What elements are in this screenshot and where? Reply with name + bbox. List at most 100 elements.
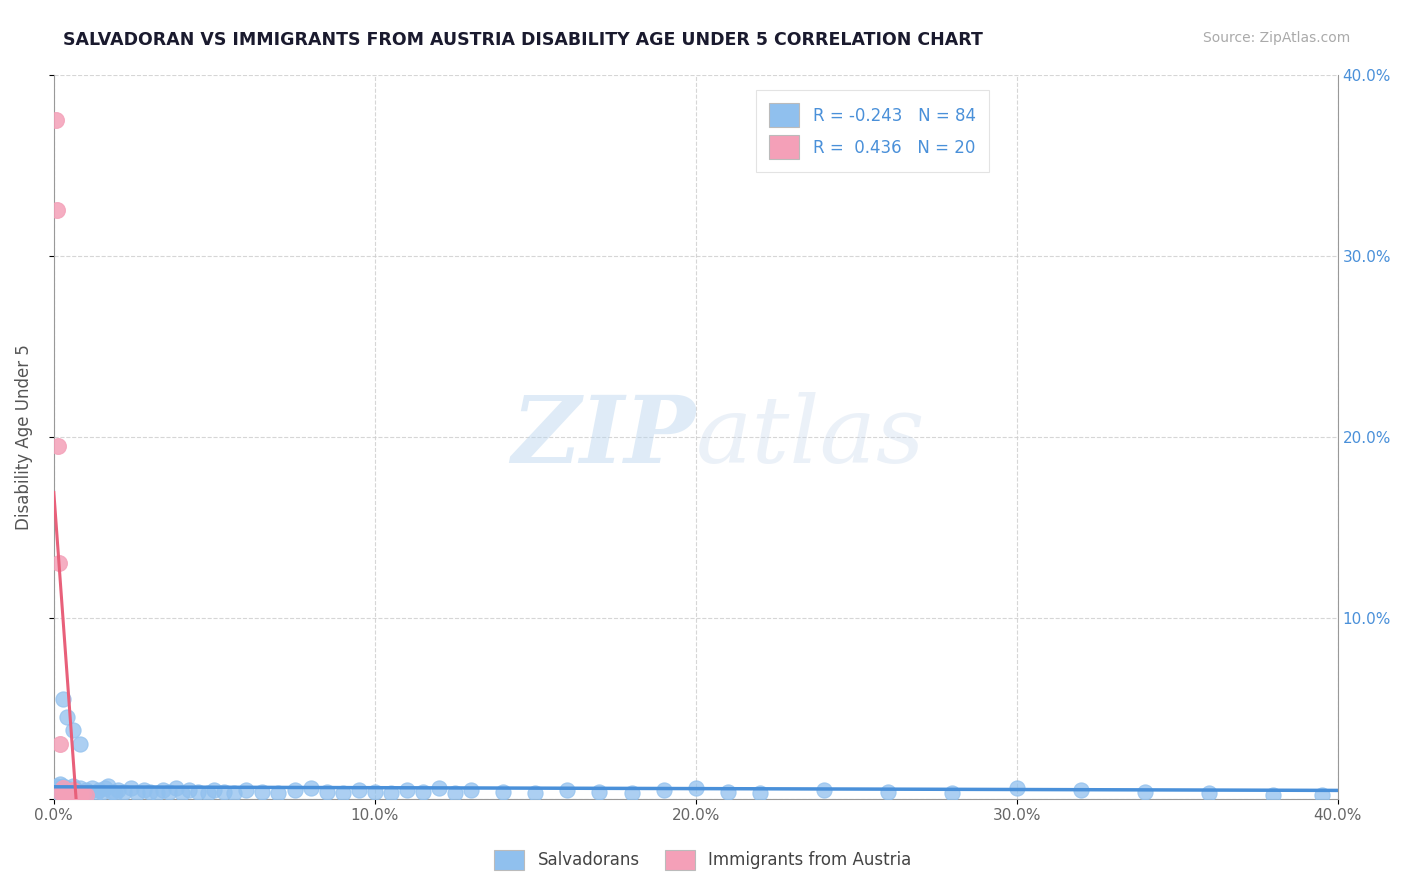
Point xyxy=(235,782,257,797)
Point xyxy=(75,788,97,802)
Point xyxy=(46,779,69,793)
Point xyxy=(187,784,209,798)
Point xyxy=(45,112,67,127)
Point xyxy=(62,782,84,797)
Point xyxy=(62,786,84,800)
Point xyxy=(69,786,91,800)
Point xyxy=(104,786,127,800)
Point xyxy=(87,782,110,797)
Point xyxy=(65,786,87,800)
Y-axis label: Disability Age Under 5: Disability Age Under 5 xyxy=(15,343,32,530)
Point xyxy=(717,784,740,798)
Point xyxy=(412,784,434,798)
Point xyxy=(46,782,69,797)
Legend: Salvadorans, Immigrants from Austria: Salvadorans, Immigrants from Austria xyxy=(488,843,918,877)
Point xyxy=(69,788,91,802)
Point xyxy=(165,780,187,795)
Point xyxy=(395,782,418,797)
Point xyxy=(132,782,155,797)
Point xyxy=(748,786,770,800)
Point xyxy=(52,786,75,800)
Text: ZIP: ZIP xyxy=(512,392,696,482)
Point xyxy=(62,784,84,798)
Point xyxy=(48,557,70,571)
Point xyxy=(77,784,100,798)
Point xyxy=(69,738,91,752)
Point xyxy=(444,786,467,800)
Point xyxy=(347,782,370,797)
Point xyxy=(55,784,77,798)
Point xyxy=(46,786,69,800)
Point xyxy=(380,786,402,800)
Point xyxy=(685,780,707,795)
Point xyxy=(52,779,75,793)
Point xyxy=(55,710,77,724)
Point xyxy=(427,780,450,795)
Point xyxy=(55,788,77,802)
Point xyxy=(588,784,610,798)
Point xyxy=(55,780,77,795)
Point xyxy=(82,780,104,795)
Point xyxy=(1070,782,1092,797)
Point xyxy=(84,786,107,800)
Point xyxy=(222,786,245,800)
Point xyxy=(460,782,482,797)
Text: atlas: atlas xyxy=(696,392,925,482)
Point xyxy=(620,786,643,800)
Point xyxy=(524,786,547,800)
Point xyxy=(107,782,129,797)
Legend: R = -0.243   N = 84, R =  0.436   N = 20: R = -0.243 N = 84, R = 0.436 N = 20 xyxy=(756,90,988,172)
Point xyxy=(59,782,82,797)
Point xyxy=(492,784,515,798)
Point xyxy=(114,784,136,798)
Point xyxy=(100,784,122,798)
Point xyxy=(45,203,67,218)
Point xyxy=(252,784,274,798)
Point xyxy=(49,784,72,798)
Point xyxy=(65,784,87,798)
Point xyxy=(52,692,75,706)
Point xyxy=(49,784,72,798)
Point xyxy=(177,782,200,797)
Point xyxy=(55,786,77,800)
Point xyxy=(52,782,75,797)
Point xyxy=(72,786,94,800)
Point xyxy=(52,780,75,795)
Text: Source: ZipAtlas.com: Source: ZipAtlas.com xyxy=(1202,31,1350,45)
Point xyxy=(877,784,900,798)
Point xyxy=(139,784,162,798)
Point xyxy=(97,779,120,793)
Point xyxy=(172,786,194,800)
Point xyxy=(202,782,225,797)
Point xyxy=(145,786,167,800)
Point xyxy=(94,780,117,795)
Point xyxy=(1133,784,1156,798)
Point xyxy=(59,788,82,802)
Point xyxy=(315,784,337,798)
Point xyxy=(120,780,142,795)
Point xyxy=(49,777,72,791)
Point xyxy=(212,784,235,798)
Point xyxy=(152,782,174,797)
Point xyxy=(65,782,87,797)
Point xyxy=(1198,786,1220,800)
Point xyxy=(62,779,84,793)
Point xyxy=(197,786,219,800)
Point xyxy=(59,786,82,800)
Point xyxy=(127,786,149,800)
Point xyxy=(69,784,91,798)
Point xyxy=(332,786,354,800)
Point xyxy=(157,784,180,798)
Point xyxy=(72,786,94,800)
Point xyxy=(813,782,835,797)
Text: SALVADORAN VS IMMIGRANTS FROM AUSTRIA DISABILITY AGE UNDER 5 CORRELATION CHART: SALVADORAN VS IMMIGRANTS FROM AUSTRIA DI… xyxy=(63,31,983,49)
Point xyxy=(1005,780,1028,795)
Point xyxy=(1263,788,1285,802)
Point xyxy=(69,780,91,795)
Point xyxy=(49,738,72,752)
Point xyxy=(1310,788,1333,802)
Point xyxy=(941,786,963,800)
Point xyxy=(62,723,84,737)
Point xyxy=(299,780,322,795)
Point xyxy=(557,782,579,797)
